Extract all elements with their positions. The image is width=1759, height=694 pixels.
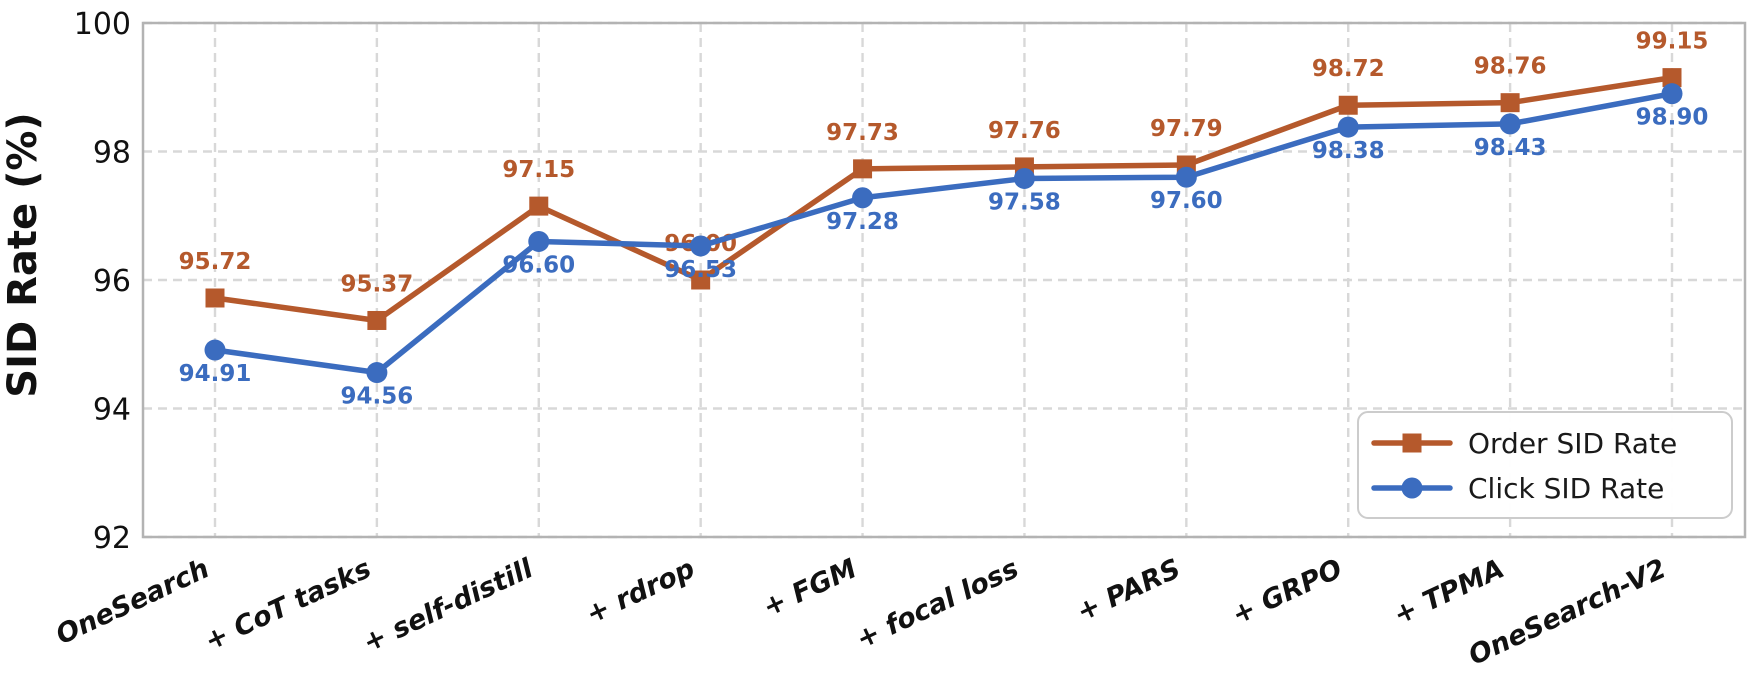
value-label-click-2: 96.60 xyxy=(502,252,575,278)
series-line-click-sid-rate xyxy=(212,90,1675,376)
plot-border xyxy=(141,21,1747,539)
value-label-order-8: 98.76 xyxy=(1474,54,1547,80)
marker-circle-8 xyxy=(1499,113,1521,135)
marker-circle-3 xyxy=(690,235,712,257)
value-label-order-9: 99.15 xyxy=(1636,29,1709,55)
legend: Order SID Rate Click SID Rate xyxy=(1357,411,1733,519)
value-label-click-5: 97.58 xyxy=(988,189,1061,215)
value-label-order-6: 97.79 xyxy=(1150,116,1223,142)
marker-circle-7 xyxy=(1337,116,1359,138)
marker-circle-2 xyxy=(528,230,550,252)
legend-box xyxy=(1357,411,1733,519)
marker-circle-6 xyxy=(1175,166,1197,188)
value-label-order-0: 95.72 xyxy=(179,249,252,275)
y-tick-label-92: 92 xyxy=(93,521,131,556)
marker-circle-5 xyxy=(1013,167,1035,189)
value-label-click-3: 96.53 xyxy=(664,257,737,283)
marker-square-0 xyxy=(205,288,225,308)
value-label-click-8: 98.43 xyxy=(1474,135,1547,161)
value-label-order-7: 98.72 xyxy=(1312,56,1385,82)
legend-label-1: Click SID Rate xyxy=(1468,472,1664,505)
value-label-order-5: 97.76 xyxy=(988,118,1061,144)
marker-square-4 xyxy=(853,159,873,179)
marker-circle-4 xyxy=(852,187,874,209)
y-axis-label: SID Rate (%) xyxy=(0,112,46,397)
value-label-click-4: 97.28 xyxy=(826,209,899,235)
y-tick-label-100: 100 xyxy=(74,7,131,42)
marker-square-8 xyxy=(1500,93,1520,113)
marker-square-3 xyxy=(691,270,711,290)
marker-circle-9 xyxy=(1661,83,1683,105)
y-tick-label-94: 94 xyxy=(93,393,131,428)
value-label-order-2: 97.15 xyxy=(502,157,575,183)
marker-circle-1 xyxy=(366,362,388,384)
value-label-order-4: 97.73 xyxy=(826,120,899,146)
series-line-order-sid-rate xyxy=(212,74,1675,324)
marker-circle-0 xyxy=(204,339,226,361)
legend-label-0: Order SID Rate xyxy=(1468,427,1677,460)
y-tick-label-96: 96 xyxy=(93,264,131,299)
value-label-click-1: 94.56 xyxy=(341,384,414,410)
value-label-click-9: 98.90 xyxy=(1636,105,1709,131)
value-label-click-7: 98.38 xyxy=(1312,138,1385,164)
marker-square-9 xyxy=(1662,68,1682,88)
legend-marker-circle xyxy=(1401,477,1423,499)
value-label-click-6: 97.60 xyxy=(1150,188,1223,214)
y-tick-label-98: 98 xyxy=(93,136,131,171)
value-label-click-0: 94.91 xyxy=(179,361,252,387)
legend-marker-square xyxy=(1402,433,1422,453)
value-label-order-1: 95.37 xyxy=(341,271,414,297)
marker-square-1 xyxy=(367,310,387,330)
marker-square-7 xyxy=(1338,95,1358,115)
marker-square-2 xyxy=(529,196,549,216)
